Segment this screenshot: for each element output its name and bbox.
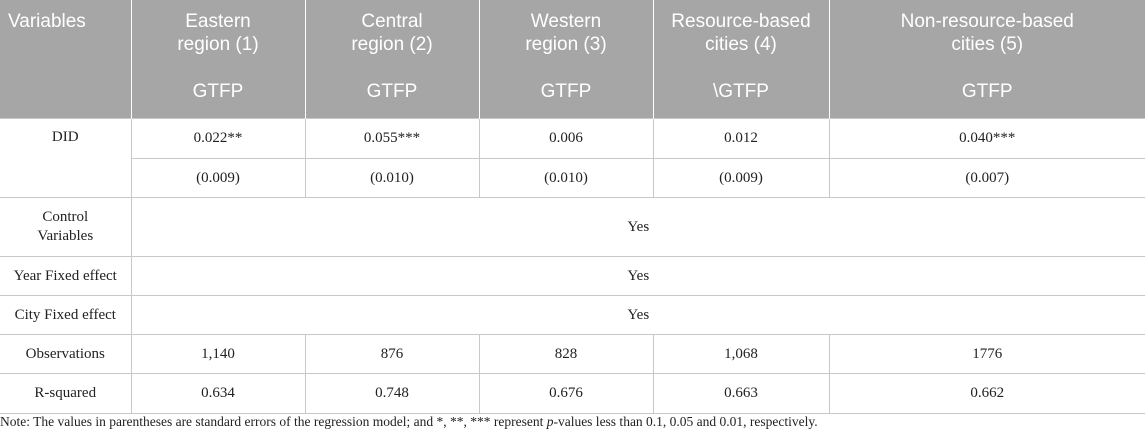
- r2-western: 0.676: [478, 373, 654, 414]
- r2-nonresource: 0.662: [828, 373, 1145, 414]
- dep-var-resource: \GTFP: [652, 64, 830, 119]
- header-blank-cell: [0, 64, 132, 119]
- header-col-western: Western region (3): [478, 0, 654, 64]
- table-note-before: Note: The values in parentheses are stan…: [0, 414, 547, 429]
- dep-var-western: GTFP: [478, 64, 654, 119]
- did-coef-central: 0.055***: [304, 118, 480, 159]
- control-value: Yes: [130, 197, 1145, 257]
- header-col-resource-line2: cities (4): [705, 34, 777, 55]
- dep-var-eastern: GTFP: [130, 64, 306, 119]
- year-fe-value: Yes: [130, 256, 1145, 296]
- dep-var-central: GTFP: [304, 64, 480, 119]
- r2-resource: 0.663: [652, 373, 830, 414]
- header-col-nonresource-line1: Non-resource-based: [900, 11, 1074, 32]
- table-row-did-coef: DID 0.022** 0.055*** 0.006 0.012 0.040**…: [0, 118, 1145, 198]
- table-row-control: Control Variables Yes: [0, 197, 1145, 257]
- table-note-after: -values less than 0.1, 0.05 and 0.01, re…: [553, 414, 818, 429]
- header-col-eastern: Eastern region (1): [130, 0, 306, 64]
- obs-central: 876: [304, 334, 480, 374]
- row-label-observations: Observations: [0, 334, 132, 374]
- header-col-western-line2: region (3): [525, 34, 607, 55]
- row-label-control-line2: Variables: [37, 228, 94, 244]
- did-se-eastern: (0.009): [131, 158, 306, 198]
- did-se-central: (0.010): [304, 158, 480, 198]
- did-se-resource: (0.009): [652, 158, 830, 198]
- header-col-central-line2: region (2): [351, 34, 433, 55]
- header-row-titles: Variables Eastern region (1) Central regio…: [0, 0, 1145, 64]
- did-coef-eastern: 0.022**: [130, 118, 306, 159]
- obs-nonresource: 1776: [828, 334, 1145, 374]
- header-col-eastern-line2: region (1): [177, 34, 259, 55]
- did-coef-western: 0.006: [478, 118, 654, 159]
- header-col-nonresource: Non-resource-based cities (5): [828, 0, 1145, 64]
- did-se-western: (0.010): [478, 158, 654, 198]
- table-row-year-fe: Year Fixed effect Yes: [0, 256, 1145, 296]
- regression-table: Variables Eastern region (1) Central regio…: [0, 0, 1145, 414]
- dep-var-nonresource: GTFP: [828, 64, 1145, 119]
- did-coef-nonresource: 0.040***: [828, 118, 1145, 159]
- obs-western: 828: [478, 334, 654, 374]
- row-label-did: DID: [0, 118, 132, 198]
- header-col-central: Central region (2): [304, 0, 480, 64]
- header-col-resource-line1: Resource-based: [671, 11, 811, 32]
- table-row-city-fe: City Fixed effect Yes: [0, 295, 1145, 335]
- header-variables: Variables: [0, 0, 132, 64]
- header-col-central-line1: Central: [361, 11, 423, 32]
- r2-eastern: 0.634: [130, 373, 306, 414]
- row-label-r-squared: R-squared: [0, 373, 132, 414]
- header-row-dependent: GTFP GTFP GTFP \GTFP GTFP: [0, 64, 1145, 119]
- r2-central: 0.748: [304, 373, 480, 414]
- table-note-italic-p: p: [546, 414, 554, 429]
- row-label-control-line1: Control: [42, 209, 89, 225]
- obs-resource: 1,068: [652, 334, 830, 374]
- row-label-control: Control Variables: [0, 197, 132, 257]
- table-body: DID 0.022** 0.055*** 0.006 0.012 0.040**…: [0, 118, 1145, 414]
- table-row-did-se: (0.009) (0.010) (0.010) (0.009) (0.007): [0, 158, 1145, 198]
- header-col-eastern-line1: Eastern: [185, 11, 251, 32]
- table-row-r-squared: R-squared 0.634 0.748 0.676 0.663 0.662: [0, 373, 1145, 414]
- table-note: Note: The values in parentheses are stan…: [0, 414, 818, 430]
- table-header: Variables Eastern region (1) Central regio…: [0, 0, 1145, 119]
- city-fe-value: Yes: [130, 295, 1145, 335]
- header-col-western-line1: Western: [530, 11, 602, 32]
- table-row-observations: Observations 1,140 876 828 1,068 1776: [0, 334, 1145, 374]
- header-col-nonresource-line2: cities (5): [951, 34, 1024, 55]
- header-col-resource: Resource-based cities (4): [652, 0, 830, 64]
- did-coef-resource: 0.012: [652, 118, 830, 159]
- row-label-city-fe: City Fixed effect: [0, 295, 132, 335]
- did-se-nonresource: (0.007): [828, 158, 1145, 198]
- row-label-year-fe: Year Fixed effect: [0, 256, 132, 296]
- obs-eastern: 1,140: [130, 334, 306, 374]
